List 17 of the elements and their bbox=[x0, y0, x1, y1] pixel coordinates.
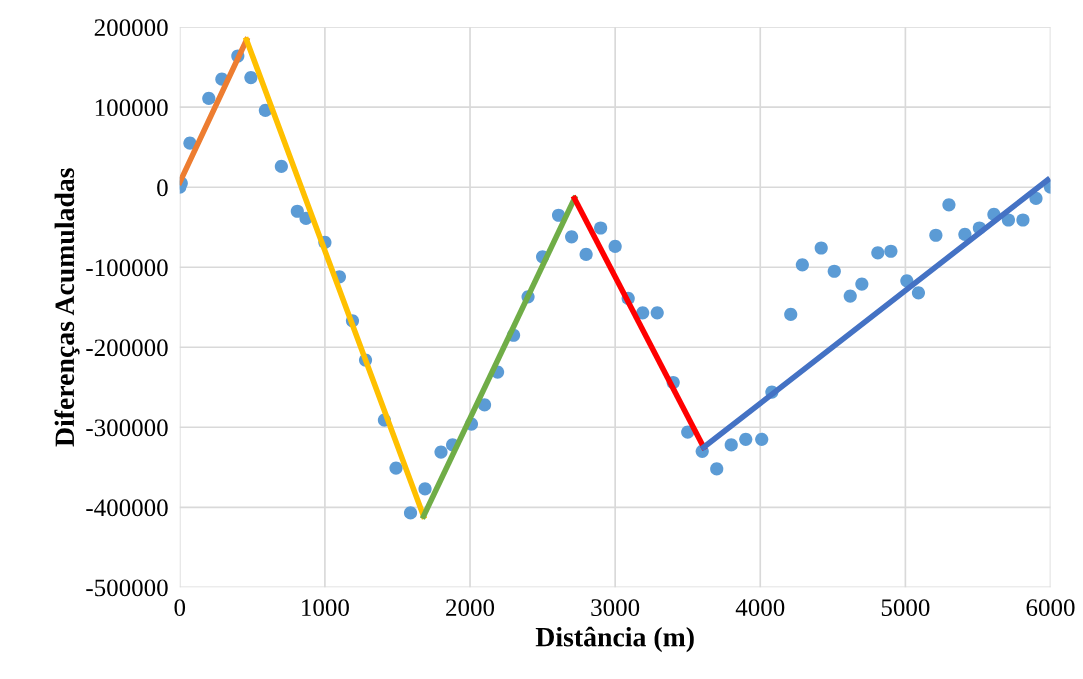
x-tick-label: 6000 bbox=[1026, 599, 1075, 617]
x-tick-label: 3000 bbox=[591, 599, 640, 617]
y-tick-label: -400000 bbox=[86, 499, 168, 517]
y-axis-title: Diferenças Acumuladas bbox=[54, 168, 80, 447]
y-tick-label: -200000 bbox=[86, 339, 168, 357]
x-axis-title: Distância (m) bbox=[535, 626, 694, 653]
x-tick-label: 0 bbox=[174, 599, 186, 617]
y-tick-label: 100000 bbox=[95, 99, 168, 117]
x-tick-label: 1000 bbox=[302, 599, 349, 617]
x-tick-label: 5000 bbox=[881, 599, 930, 617]
y-tick-label: 0 bbox=[157, 179, 168, 197]
x-tick-label: 4000 bbox=[735, 599, 785, 617]
y-tick-label: -500000 bbox=[86, 579, 168, 597]
y-tick-label: 200000 bbox=[94, 19, 168, 37]
y-tick-label: -300000 bbox=[86, 419, 168, 437]
x-tick-label: 2000 bbox=[446, 599, 495, 617]
y-tick-label: -100000 bbox=[86, 259, 168, 277]
